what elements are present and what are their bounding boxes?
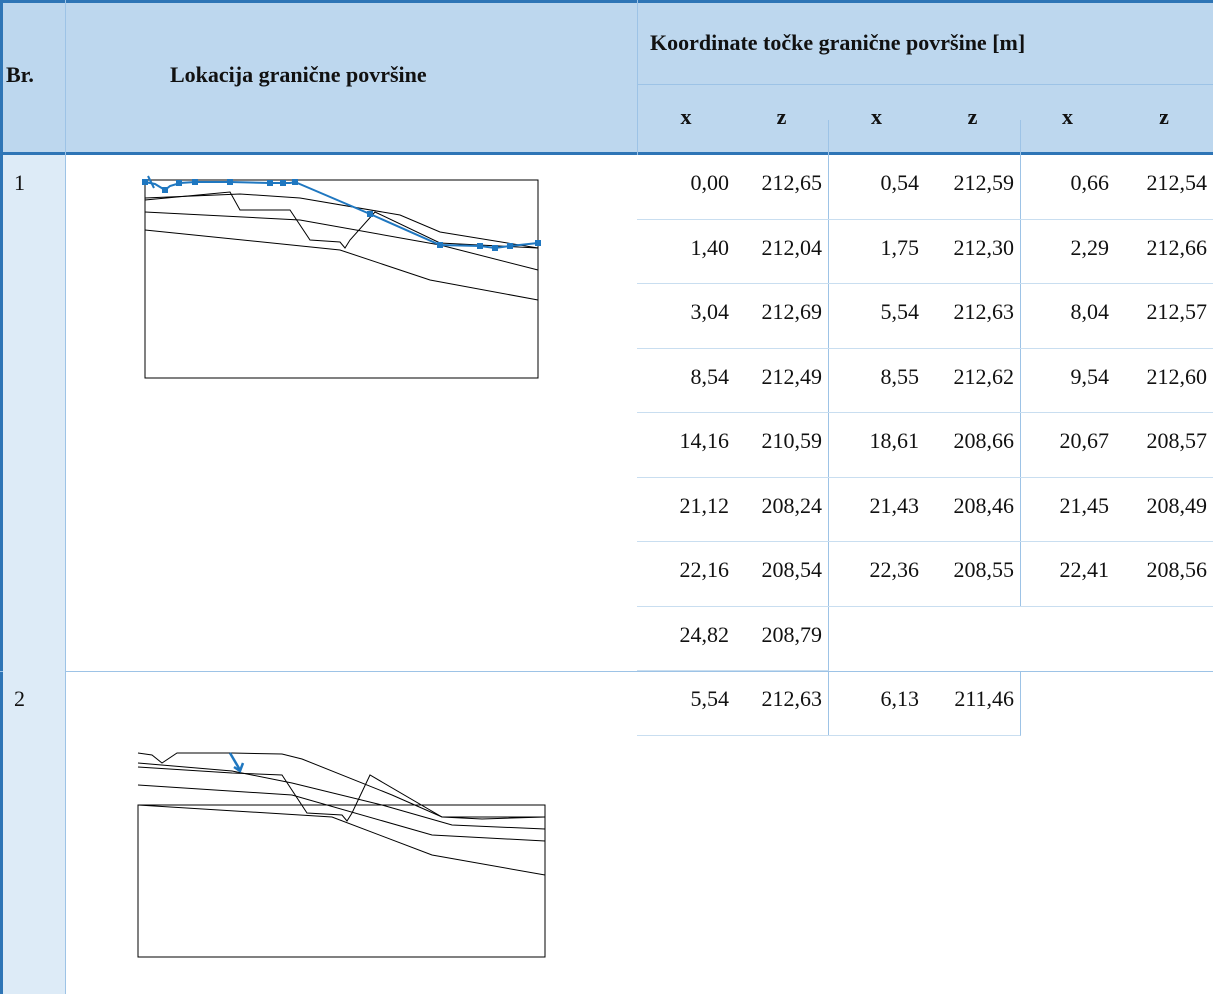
- pair-cell: [828, 413, 1021, 478]
- pair-cell: [637, 284, 829, 349]
- z-value: 208,55: [953, 557, 1015, 582]
- row-line: [0, 671, 1213, 672]
- header-sep: [1020, 120, 1021, 155]
- row-line: [637, 84, 1213, 85]
- z-value: 212,54: [1146, 170, 1208, 195]
- z-value: 208,54: [761, 557, 823, 582]
- pair-cell: [828, 219, 1021, 284]
- z-value: 210,59: [761, 428, 823, 453]
- pair-cell: [637, 219, 829, 284]
- x-value: 21,12: [679, 492, 730, 518]
- z-value: 208,57: [1146, 428, 1208, 453]
- x-value: 1,75: [880, 234, 920, 260]
- x-value: 21,45: [1059, 492, 1110, 518]
- x-value: 20,67: [1059, 428, 1110, 453]
- x-value: 6,13: [880, 686, 920, 711]
- z-value: 208,24: [761, 492, 823, 518]
- header-br: Br.: [6, 62, 34, 87]
- x-value: 22,36: [869, 557, 920, 582]
- z-value: 212,59: [953, 170, 1015, 195]
- pair-cell: [637, 413, 829, 478]
- sketch-1: [142, 175, 541, 379]
- x-value: 1,40: [690, 234, 730, 260]
- z-value: 212,63: [761, 686, 823, 711]
- br-text: 2: [14, 686, 25, 711]
- x-value: 8,55: [880, 363, 920, 389]
- col-line: [637, 0, 638, 155]
- pair-cell: [828, 348, 1021, 413]
- pair-cell: [828, 284, 1021, 349]
- pair-cell: [1020, 284, 1213, 349]
- header-axis: x: [871, 104, 882, 129]
- header-axis: x: [1062, 104, 1073, 129]
- pair-cell: [1020, 349, 1213, 413]
- x-value: 3,04: [690, 299, 730, 324]
- z-value: 212,04: [761, 234, 823, 260]
- z-value: 212,49: [761, 363, 823, 389]
- x-value: 21,43: [869, 492, 920, 518]
- z-value: 212,69: [761, 299, 823, 324]
- z-value: 208,56: [1146, 557, 1208, 582]
- pair-cell: [637, 477, 829, 542]
- pair-cell: [637, 348, 829, 413]
- z-value: 212,57: [1146, 299, 1208, 324]
- x-value: 8,04: [1070, 299, 1110, 324]
- br-cell: [3, 155, 65, 671]
- header-axis: z: [967, 104, 978, 129]
- pair-cell: [828, 477, 1021, 542]
- z-value: 208,46: [953, 492, 1015, 518]
- left-border: [0, 0, 3, 994]
- x-value: 14,16: [679, 428, 730, 453]
- z-value: 212,60: [1146, 363, 1208, 389]
- br-cell: [3, 671, 65, 994]
- header-sep: [828, 120, 829, 155]
- z-value: 212,30: [953, 234, 1015, 260]
- pair-cell: [828, 542, 1021, 607]
- pair-cell: [1020, 220, 1213, 284]
- x-value: 22,41: [1059, 557, 1110, 582]
- x-value: 8,54: [690, 363, 730, 389]
- x-value: 2,29: [1070, 234, 1110, 260]
- header-location: Lokacija granične površine: [170, 62, 427, 87]
- x-value: 18,61: [869, 428, 920, 453]
- z-value: 212,66: [1146, 234, 1208, 260]
- x-value: 9,54: [1070, 363, 1110, 389]
- x-value: 0,66: [1070, 170, 1110, 195]
- z-value: 212,62: [953, 363, 1015, 389]
- z-value: 208,66: [953, 428, 1015, 453]
- pair-cell: [637, 542, 829, 607]
- header-axis: x: [680, 104, 692, 129]
- x-value: 22,16: [679, 557, 730, 582]
- pair-cell: [1020, 478, 1213, 542]
- pair-cell: [637, 606, 829, 671]
- x-value: 24,82: [679, 621, 730, 647]
- sketch-2: [137, 752, 546, 958]
- x-value: 5,54: [880, 299, 920, 324]
- pair-cell: [637, 155, 829, 220]
- header-axis: z: [1159, 104, 1169, 129]
- z-value: 212,65: [761, 170, 823, 195]
- x-value: 0,00: [690, 170, 730, 195]
- x-value: 0,54: [880, 170, 920, 195]
- x-value: 5,54: [690, 686, 730, 711]
- z-value: 208,49: [1146, 492, 1208, 518]
- z-value: 211,46: [954, 686, 1014, 711]
- col-line: [65, 0, 66, 994]
- header-axis: z: [776, 104, 787, 129]
- pair-cell: [1020, 155, 1213, 220]
- pair-cell: [1020, 542, 1213, 607]
- header-coordinates: Koordinate točke granične površine [m]: [650, 30, 1026, 55]
- pair-cell: [828, 155, 1021, 220]
- pair-cell: [1020, 413, 1213, 478]
- pair-cell: [828, 671, 1021, 736]
- z-value: 212,63: [953, 299, 1015, 324]
- header-bg: [0, 0, 1213, 155]
- pair-cell: [637, 671, 829, 736]
- z-value: 208,79: [761, 621, 823, 647]
- br-text: 1: [14, 170, 25, 195]
